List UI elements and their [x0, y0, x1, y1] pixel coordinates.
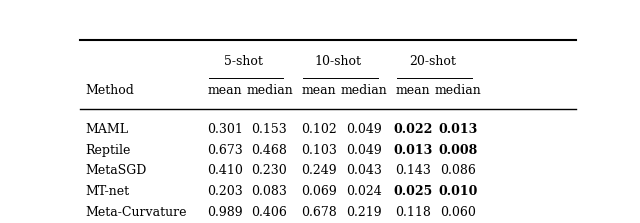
Text: 0.249: 0.249: [301, 165, 337, 178]
Text: 0.118: 0.118: [396, 206, 431, 219]
Text: 0.022: 0.022: [394, 123, 433, 136]
Text: median: median: [435, 84, 481, 97]
Text: 0.203: 0.203: [207, 185, 243, 198]
Text: 0.086: 0.086: [440, 165, 476, 178]
Text: 0.013: 0.013: [394, 144, 433, 157]
Text: median: median: [246, 84, 293, 97]
Text: 5-shot: 5-shot: [224, 55, 263, 68]
Text: 0.008: 0.008: [438, 144, 477, 157]
Text: 0.219: 0.219: [346, 206, 381, 219]
Text: 0.069: 0.069: [301, 185, 337, 198]
Text: Reptile: Reptile: [85, 144, 131, 157]
Text: Meta-Curvature: Meta-Curvature: [85, 206, 186, 219]
Text: 0.406: 0.406: [252, 206, 287, 219]
Text: MT-net: MT-net: [85, 185, 129, 198]
Text: 0.025: 0.025: [394, 185, 433, 198]
Text: 0.049: 0.049: [346, 123, 381, 136]
Text: mean: mean: [301, 84, 337, 97]
Text: 0.230: 0.230: [252, 165, 287, 178]
Text: Method: Method: [85, 84, 134, 97]
Text: 0.678: 0.678: [301, 206, 337, 219]
Text: mean: mean: [396, 84, 431, 97]
Text: 0.410: 0.410: [207, 165, 243, 178]
Text: 0.153: 0.153: [252, 123, 287, 136]
Text: 0.060: 0.060: [440, 206, 476, 219]
Text: 0.468: 0.468: [252, 144, 287, 157]
Text: 0.013: 0.013: [438, 123, 477, 136]
Text: 0.102: 0.102: [301, 123, 337, 136]
Text: 0.103: 0.103: [301, 144, 337, 157]
Text: 0.043: 0.043: [346, 165, 381, 178]
Text: 0.673: 0.673: [207, 144, 243, 157]
Text: MetaSGD: MetaSGD: [85, 165, 147, 178]
Text: MAML: MAML: [85, 123, 128, 136]
Text: 0.143: 0.143: [396, 165, 431, 178]
Text: 0.989: 0.989: [207, 206, 243, 219]
Text: 10-shot: 10-shot: [314, 55, 362, 68]
Text: 20-shot: 20-shot: [409, 55, 456, 68]
Text: median: median: [340, 84, 387, 97]
Text: 0.301: 0.301: [207, 123, 243, 136]
Text: 0.083: 0.083: [252, 185, 287, 198]
Text: mean: mean: [207, 84, 242, 97]
Text: 0.049: 0.049: [346, 144, 381, 157]
Text: 0.024: 0.024: [346, 185, 381, 198]
Text: 0.010: 0.010: [438, 185, 477, 198]
